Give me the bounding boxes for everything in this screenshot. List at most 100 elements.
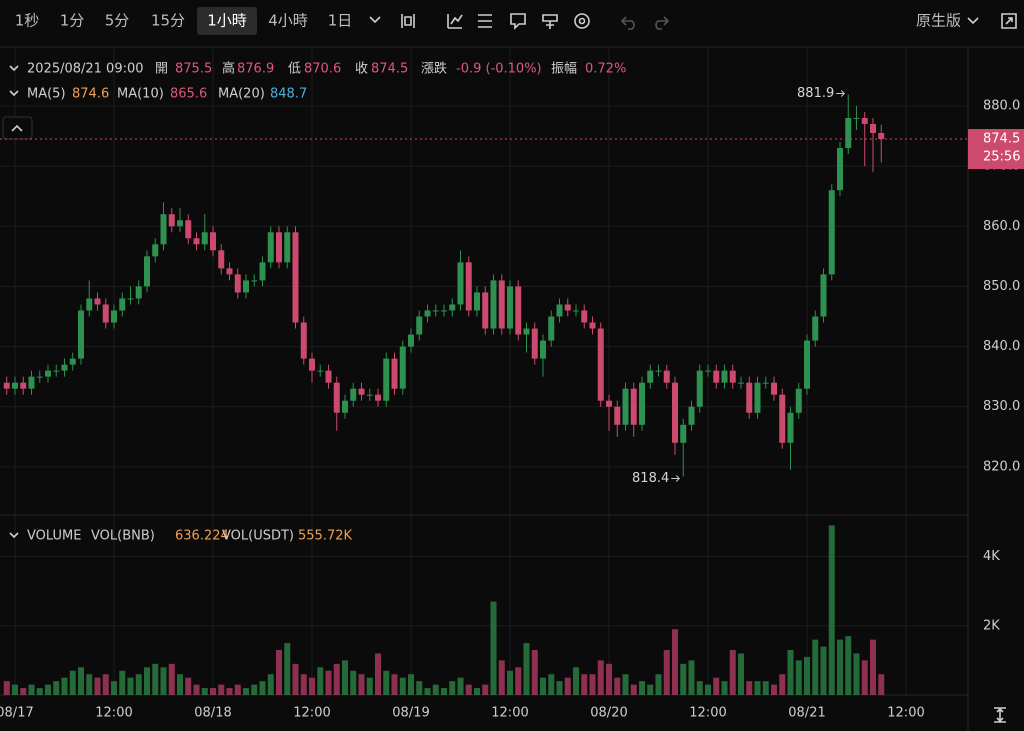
volume-bar <box>771 684 777 695</box>
interval-button[interactable]: 1小時 <box>207 12 247 30</box>
volume-bar <box>721 681 728 695</box>
volume-bar <box>713 677 720 695</box>
volume-bar <box>779 674 786 695</box>
collapse-ma[interactable] <box>9 90 19 97</box>
annotation-arrow <box>671 475 680 482</box>
volume-bar <box>300 674 307 695</box>
volume-bar <box>102 674 109 695</box>
low-value: 870.6 <box>304 62 341 77</box>
collapse-button[interactable] <box>2 116 33 140</box>
candle-body <box>12 382 18 389</box>
template-icon[interactable] <box>542 14 558 29</box>
candle-body <box>581 310 588 323</box>
volume-bar <box>556 681 563 695</box>
volume-bar <box>762 681 769 695</box>
undo[interactable] <box>620 16 635 30</box>
collapse-volume[interactable] <box>9 532 19 539</box>
candle-body <box>292 232 299 323</box>
ma-value: 848.7 <box>270 87 307 102</box>
amplitude-value: 0.72% <box>585 62 626 77</box>
axis-scale-icon[interactable] <box>994 707 1006 723</box>
candle-body <box>515 286 522 335</box>
interval-button[interactable]: 1日 <box>328 12 353 30</box>
interval-button[interactable]: 5分 <box>105 12 130 30</box>
redo[interactable] <box>655 16 670 30</box>
volume-bar <box>28 684 35 695</box>
collapse-info[interactable] <box>9 65 19 72</box>
last-price-tag <box>968 129 1024 170</box>
candle-body <box>193 238 200 245</box>
candle-body <box>663 370 670 383</box>
candle-body <box>482 292 489 329</box>
volume-bar <box>729 650 736 695</box>
candle-body <box>630 388 637 425</box>
chart-type-icon[interactable] <box>401 14 415 28</box>
x-tick-label: 12:00 <box>293 706 330 721</box>
volume-bar <box>259 681 266 695</box>
ma-value: 865.6 <box>170 87 207 102</box>
volume-bar <box>531 650 538 695</box>
candle-body <box>441 310 447 312</box>
version-select[interactable]: 原生版 <box>916 12 961 30</box>
ma-value: 874.6 <box>72 87 109 102</box>
volume-bar <box>647 684 654 695</box>
volume-bar <box>515 667 522 695</box>
candle-body <box>647 370 654 383</box>
candle-body <box>226 268 233 275</box>
volume-bar <box>845 636 852 695</box>
volume-bar <box>325 670 332 695</box>
interval-button[interactable]: 15分 <box>151 12 185 30</box>
drawing-icon[interactable] <box>510 13 526 30</box>
candle-body <box>61 364 68 371</box>
low-label: 低 <box>288 62 301 77</box>
volume-bar <box>210 688 216 695</box>
indicator-icon[interactable] <box>447 14 463 29</box>
candle-body <box>210 232 216 251</box>
volume-bar <box>812 639 819 695</box>
volume-bar <box>366 677 373 695</box>
volume-bar <box>309 677 315 695</box>
interval-button[interactable]: 4小時 <box>268 12 308 30</box>
ma-name: MA(10) <box>117 87 164 102</box>
candle-body <box>111 310 117 323</box>
gear-icon[interactable] <box>574 13 590 29</box>
volume-bar <box>61 677 68 695</box>
volume-bar <box>135 674 142 695</box>
vol-usdt-label: VOL(USDT) <box>222 529 294 544</box>
volume-bar <box>36 688 43 695</box>
fullscreen[interactable] <box>1001 13 1017 29</box>
change-label: 漲跌 <box>421 61 447 77</box>
close-value: 874.5 <box>371 62 408 77</box>
interval-button[interactable]: 1秒 <box>15 12 40 30</box>
ma-name: MA(5) <box>27 87 66 102</box>
candle-body <box>20 382 27 389</box>
candle-body <box>804 340 810 389</box>
candle-body <box>507 286 513 329</box>
volume-bar <box>86 674 93 695</box>
volume-title: VOLUME <box>27 529 81 544</box>
candle-body <box>705 370 711 372</box>
volume-bar <box>342 660 348 695</box>
settings-list-icon[interactable] <box>478 14 492 28</box>
close-label: 收 <box>355 62 368 77</box>
volume-bar <box>490 601 497 695</box>
amplitude-label: 振幅 <box>551 62 577 77</box>
candle-body <box>383 358 390 401</box>
volume-bar <box>234 684 241 695</box>
volume-bar <box>20 688 27 695</box>
volume-bar <box>738 653 744 695</box>
more-intervals[interactable] <box>369 16 381 24</box>
interval-button[interactable]: 1分 <box>60 12 85 30</box>
volume-bar <box>754 681 761 695</box>
volume-bar <box>193 684 200 695</box>
volume-bar <box>45 684 51 695</box>
volume-bar <box>358 674 365 695</box>
candle-body <box>160 214 167 245</box>
volume-bar <box>457 677 464 695</box>
volume-bar <box>696 681 703 695</box>
volume-bar <box>597 660 604 695</box>
candle-body <box>432 310 439 312</box>
high-label: 高 <box>222 61 235 77</box>
version-chevron[interactable] <box>967 17 979 25</box>
